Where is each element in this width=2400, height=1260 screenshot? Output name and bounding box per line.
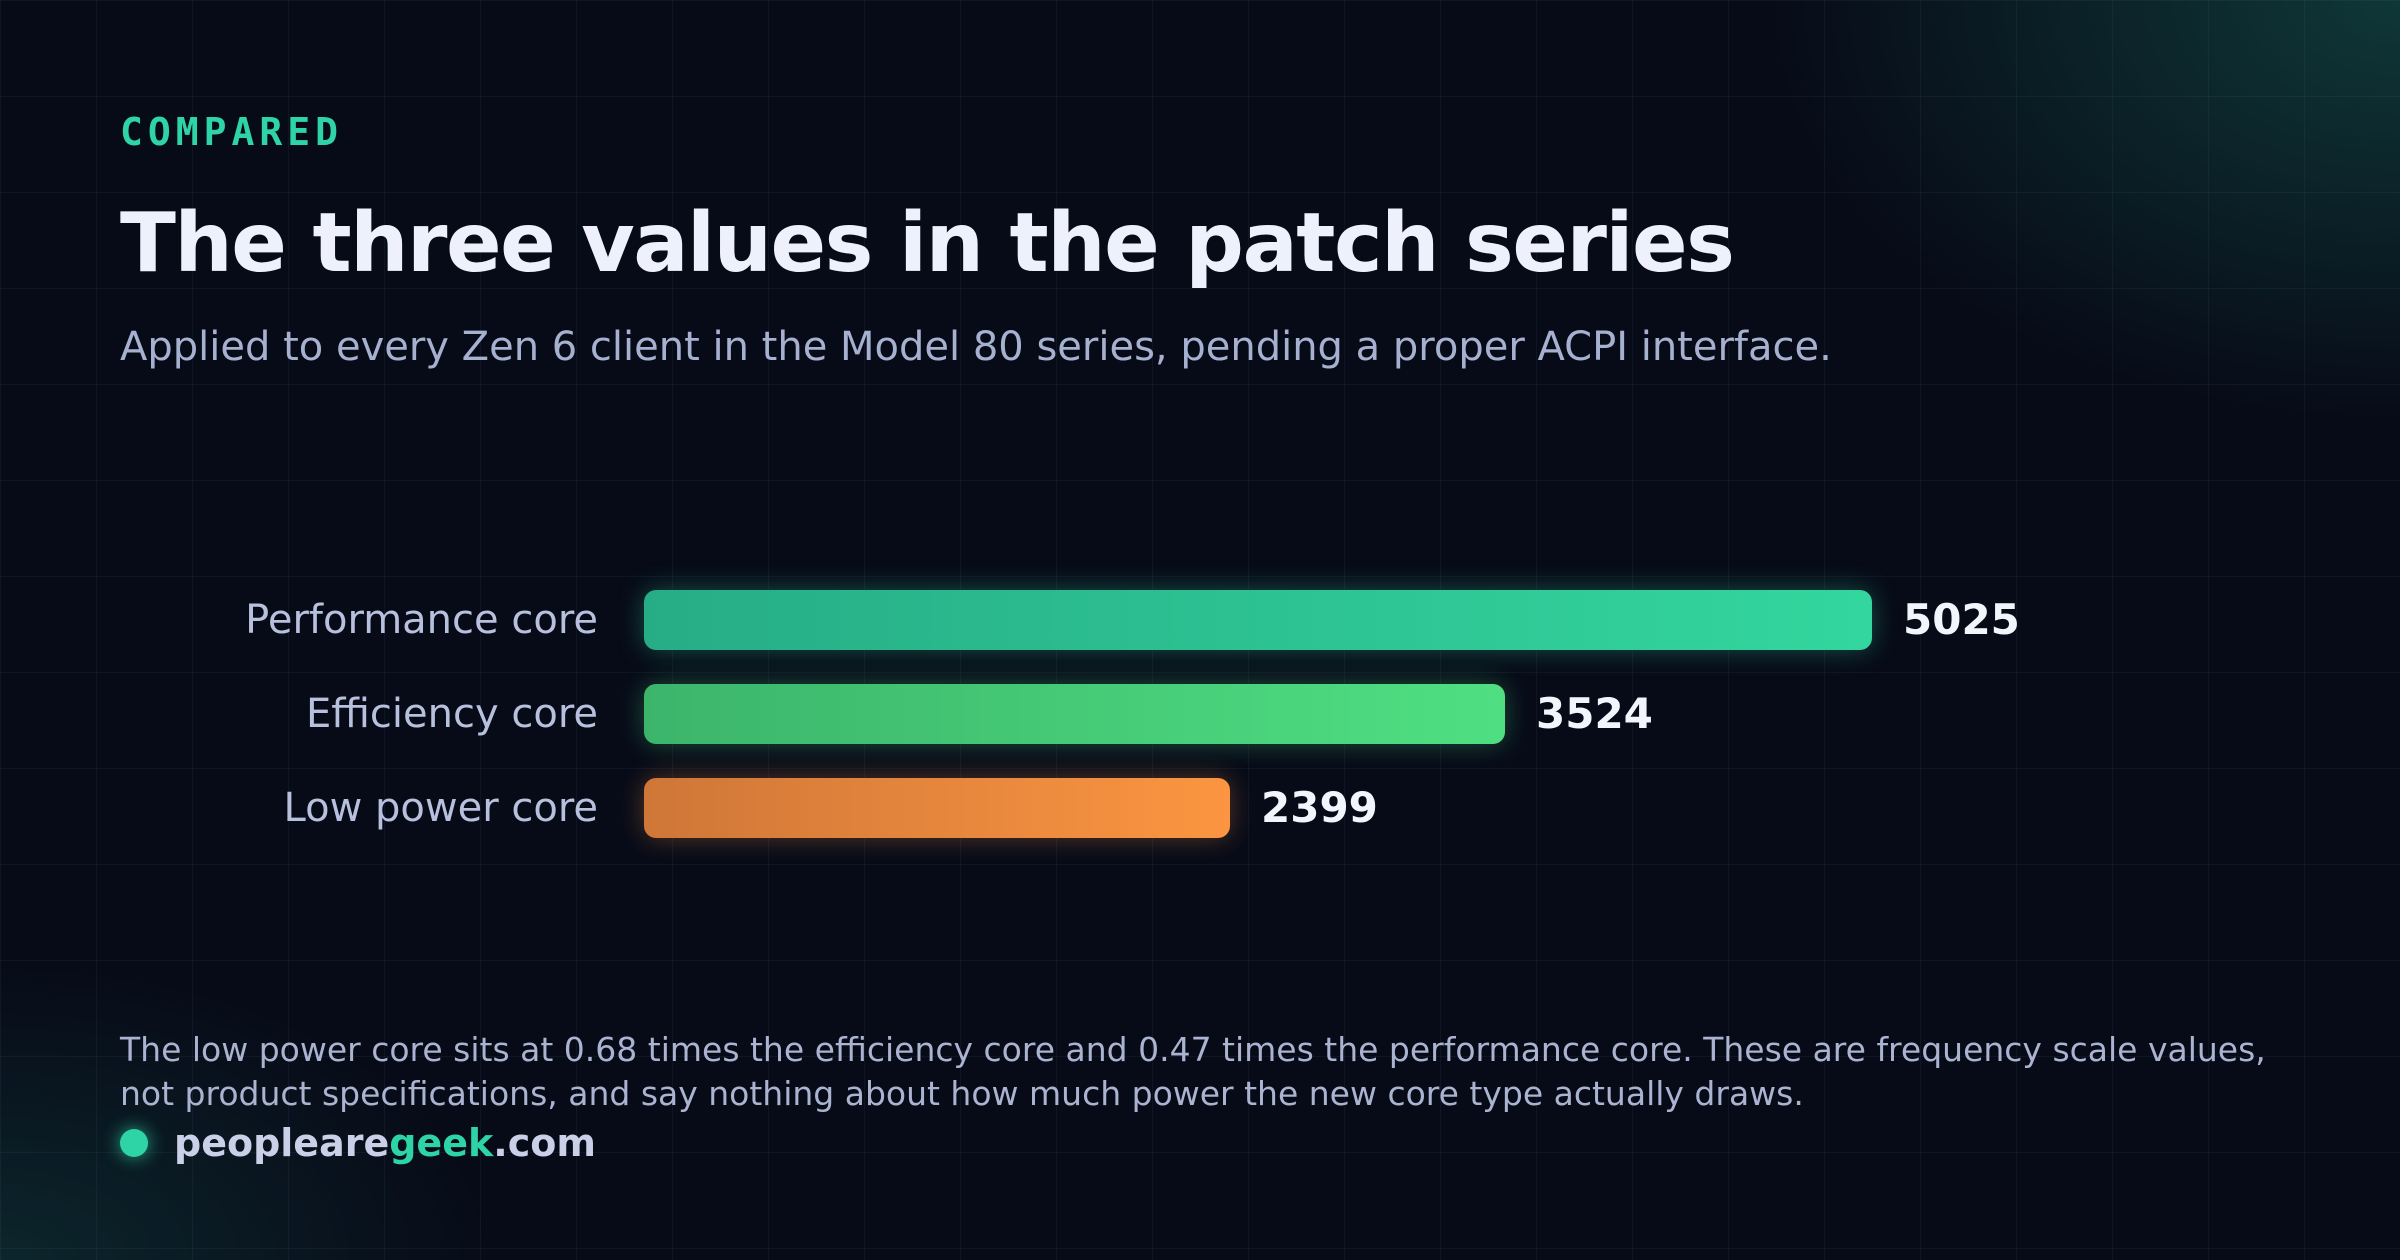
category-label: Performance core (245, 597, 598, 643)
chart-title: The three values in the patch series (120, 196, 1735, 291)
bar-chart: Performance core 5025 Efficiency core 3524 L… (0, 560, 2400, 860)
category-label: Low power core (283, 785, 598, 831)
brand-suffix: .com (493, 1121, 596, 1165)
footnote: The low power core sits at 0.68 times th… (120, 1030, 2266, 1113)
brand-dot-icon (120, 1129, 148, 1157)
category-label: Efficiency core (305, 691, 598, 737)
value-label: 2399 (1261, 783, 1378, 832)
brand-prefix: peopleare (174, 1121, 390, 1165)
bar-row: Performance core 5025 (0, 590, 2400, 650)
bar-row: Low power core 2399 (0, 778, 2400, 838)
bar-row: Efficiency core 3524 (0, 684, 2400, 744)
brand-accent: geek (389, 1121, 494, 1165)
brand-name: peoplearegeek.com (174, 1121, 596, 1165)
eyebrow-label: COMPARED (120, 110, 344, 154)
chart-subtitle: Applied to every Zen 6 client in the Mod… (120, 324, 1832, 370)
value-label: 3524 (1536, 689, 1653, 738)
bar (644, 590, 1872, 650)
brand-mark[interactable]: peoplearegeek.com (120, 1118, 596, 1168)
bar (644, 684, 1505, 744)
value-label: 5025 (1903, 595, 2020, 644)
bar (644, 778, 1230, 838)
